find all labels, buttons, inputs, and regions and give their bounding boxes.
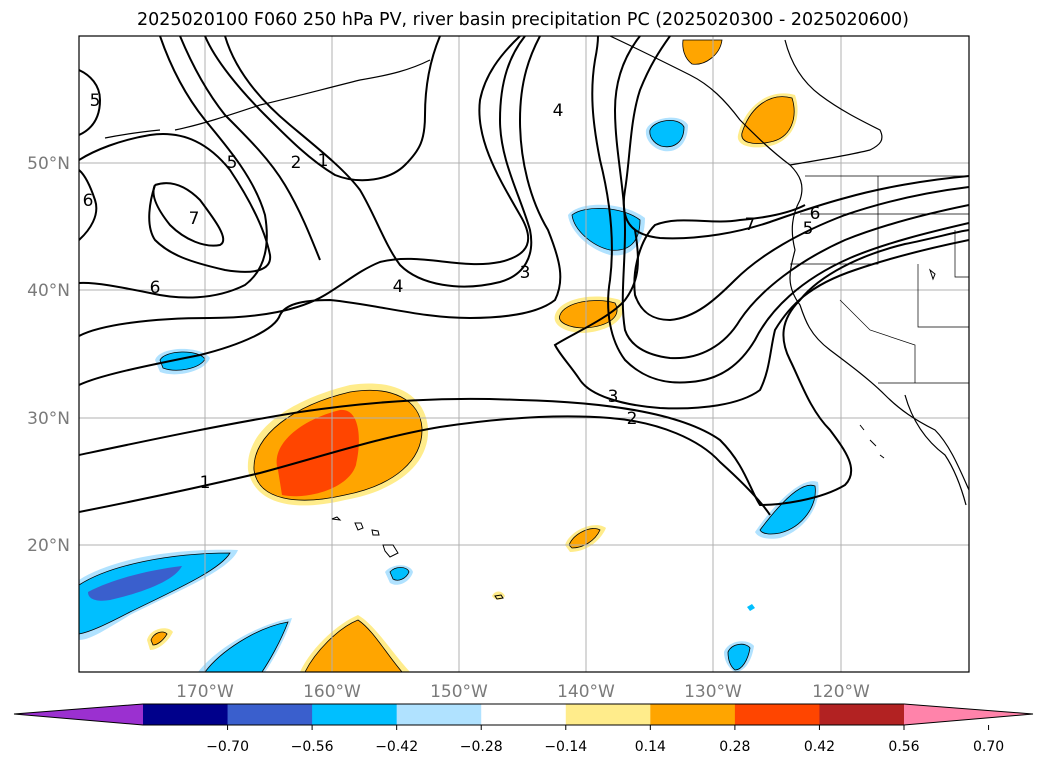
positive-anomaly-central-core xyxy=(276,409,359,497)
lat-label: 50°N xyxy=(27,154,70,174)
pv-label: 6 xyxy=(83,191,94,211)
pv-contour-2 xyxy=(79,229,969,507)
pv-contour-west-4 xyxy=(79,36,268,299)
positive-anomaly-20n-core xyxy=(568,528,601,549)
negative-anomaly-bottom-core xyxy=(204,621,289,672)
pv-label: 7 xyxy=(745,215,756,235)
lon-label: 130°W xyxy=(684,682,742,702)
colorbar-bin xyxy=(143,704,229,725)
colorbar-tick-label: −0.42 xyxy=(375,739,418,755)
colorbar-extend-low xyxy=(14,704,143,725)
pv-label: 3 xyxy=(608,387,619,407)
map-panel: 1 2 3 3 4 4 5 5 2 1 6 6 7 7 6 5 170°W 1 xyxy=(27,35,970,702)
colorbar-tick-label: −0.56 xyxy=(291,739,334,755)
negative-anomaly-sw-mid xyxy=(79,552,231,635)
pv-label: 4 xyxy=(553,101,564,121)
map-frame xyxy=(78,35,970,673)
colorbar-tick-label: −0.70 xyxy=(206,739,249,755)
pv-label: 6 xyxy=(810,204,821,224)
colorbar-tick-label: 0.42 xyxy=(804,739,835,755)
lat-labels: 50°N 40°N 30°N 20°N xyxy=(27,154,70,556)
lat-label: 30°N xyxy=(27,409,70,429)
pv-contour-6 xyxy=(633,186,969,322)
pv-contour-3b xyxy=(553,229,969,410)
lon-label: 160°W xyxy=(303,682,361,702)
pv-contour-labels: 1 2 3 3 4 4 5 5 2 1 6 6 7 7 6 5 xyxy=(83,91,821,493)
pv-label: 1 xyxy=(200,473,211,493)
pv-contour-4 xyxy=(79,36,530,337)
pv-contour-west-8 xyxy=(152,182,225,247)
lat-label: 20°N xyxy=(27,536,70,556)
negative-anomaly-se-core xyxy=(727,643,751,671)
pv-label: 1 xyxy=(318,151,329,171)
colorbar-tick-label: 0.70 xyxy=(973,739,1004,755)
coastlines xyxy=(104,36,969,506)
lat-label: 40°N xyxy=(27,281,70,301)
pv-contour-west-1 xyxy=(204,36,441,182)
colorbar-bin xyxy=(481,704,567,725)
pv-contour-west-7 xyxy=(79,69,102,136)
negative-anomaly-dot xyxy=(747,604,755,611)
positive-anomaly-bottom-core xyxy=(304,619,403,672)
colorbar-bin xyxy=(650,704,736,725)
colorbar-tick-label: 0.28 xyxy=(719,739,750,755)
colorbar-bin xyxy=(227,704,313,725)
pv-contour-1 xyxy=(79,415,771,516)
colorbar-ticks: −0.70 −0.56 −0.42 −0.28 −0.14 0.14 0.28 0.42 0.5… xyxy=(206,725,1004,755)
pv-label: 2 xyxy=(291,153,302,173)
pv-label: 5 xyxy=(803,219,814,239)
negative-anomaly-sw-core xyxy=(88,566,182,601)
positive-anomaly-ne-core xyxy=(741,96,795,144)
colorbar-bin xyxy=(819,704,905,725)
pv-contour-west-6 xyxy=(79,169,98,241)
pv-contour-3 xyxy=(79,36,562,386)
negative-anomaly-52n-core xyxy=(649,120,685,148)
pv-label: 5 xyxy=(227,153,238,173)
lon-label: 120°W xyxy=(812,682,870,702)
pv-contour-west-5 xyxy=(79,133,272,273)
lon-label: 170°W xyxy=(176,682,234,702)
pv-label: 7 xyxy=(189,209,200,229)
colorbar-tick-label: −0.28 xyxy=(460,739,503,755)
pv-label: 2 xyxy=(627,409,638,429)
figure-title: 2025020100 F060 250 hPa PV, river basin … xyxy=(137,10,909,30)
positive-anomaly-sw-core xyxy=(150,631,168,646)
map-background xyxy=(79,36,969,672)
pv-label: 4 xyxy=(393,277,404,297)
pv-contour-4b xyxy=(591,36,969,384)
pv-contour-5 xyxy=(613,36,969,360)
colorbar-tick-label: 0.14 xyxy=(635,739,666,755)
pv-label: 5 xyxy=(90,91,101,111)
positive-anomaly-top xyxy=(682,39,723,65)
pv-contour-7 xyxy=(622,36,969,240)
colorbar: −0.70 −0.56 −0.42 −0.28 −0.14 0.14 0.28 0.42 0.5… xyxy=(13,703,1034,755)
colorbar-bin xyxy=(734,704,820,725)
negative-anomaly-25n-core xyxy=(759,484,816,535)
pv-contours xyxy=(79,36,969,516)
lon-labels: 170°W 160°W 150°W 140°W 130°W 120°W xyxy=(176,682,870,702)
colorbar-bins xyxy=(143,704,905,725)
pv-label: 3 xyxy=(520,263,531,283)
islands xyxy=(331,268,936,600)
colorbar-outline xyxy=(13,703,1034,726)
colorbar-bin xyxy=(396,704,482,725)
pv-contour-west-2 xyxy=(224,36,533,288)
negative-anomaly-hawaii-core xyxy=(389,567,410,581)
lon-label: 150°W xyxy=(430,682,488,702)
pv-label: 6 xyxy=(150,278,161,298)
colorbar-bin xyxy=(565,704,651,725)
positive-anomaly-40n-core xyxy=(559,300,618,329)
lon-label: 140°W xyxy=(557,682,615,702)
colorbar-tick-label: −0.14 xyxy=(544,739,587,755)
colorbar-tick-label: 0.56 xyxy=(888,739,919,755)
colorbar-extend-high xyxy=(904,704,1033,725)
colorbar-bin xyxy=(312,704,398,725)
pv-contour-west-3 xyxy=(179,36,321,261)
